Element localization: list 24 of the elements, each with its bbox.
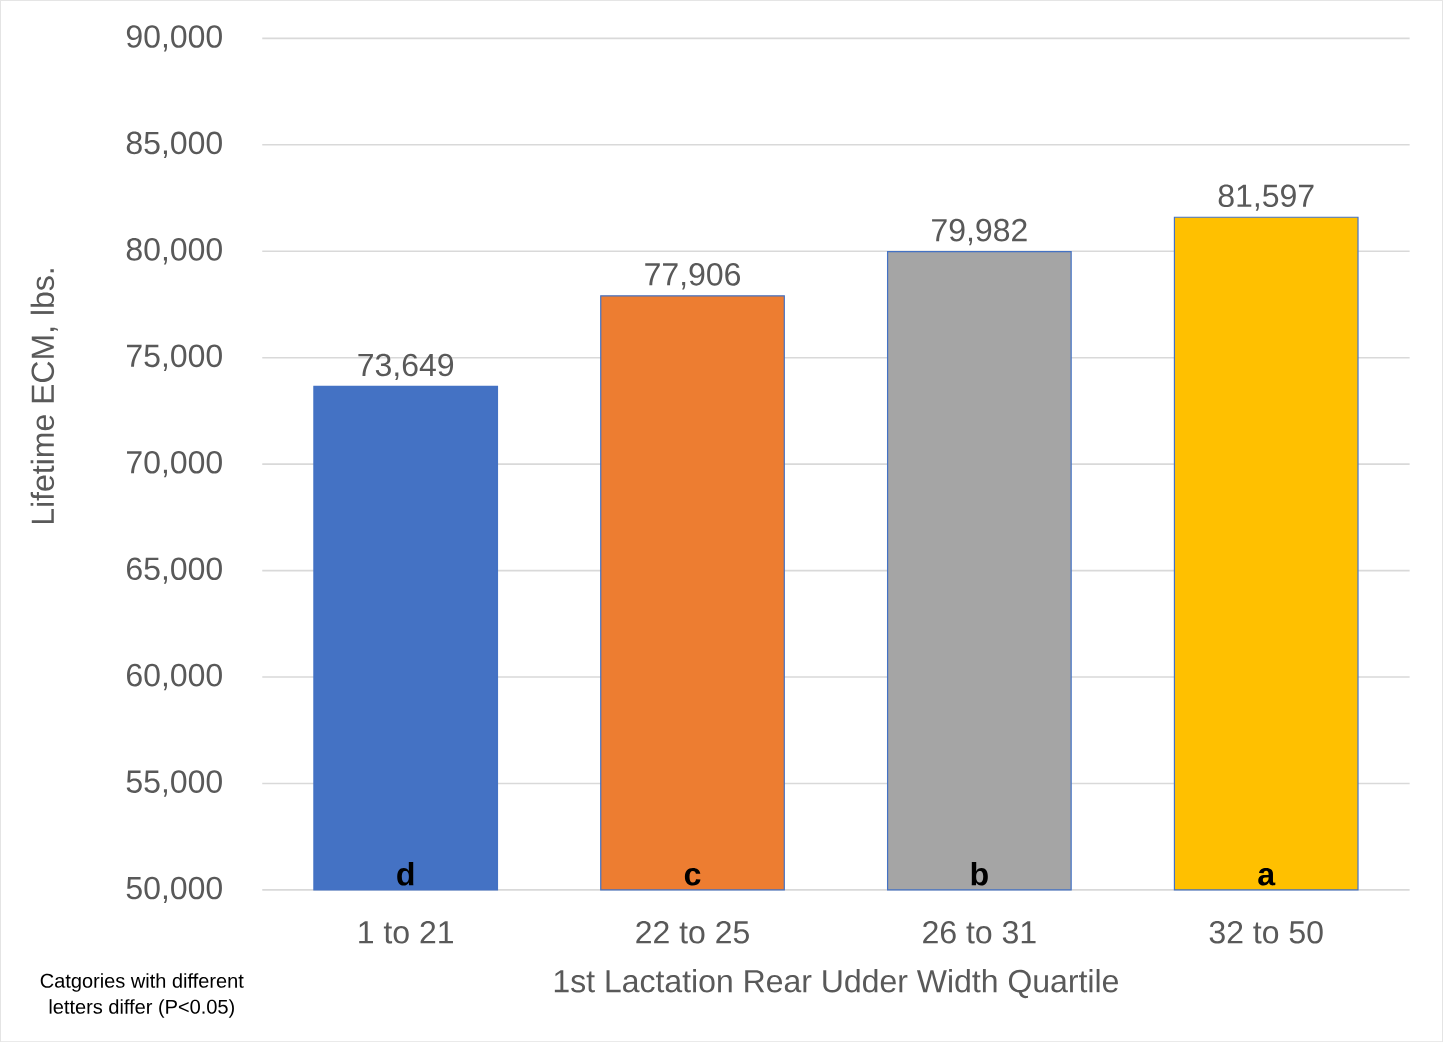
- annotation: b: [971, 861, 988, 886]
- y-tick-label: 70,000: [127, 450, 222, 478]
- y-tick-label: 85,000: [126, 131, 222, 158]
- x-tick-label: 32 to 50: [1209, 920, 1323, 944]
- annotation: d: [397, 861, 414, 886]
- annotation: a: [1258, 867, 1276, 886]
- y-tick-label: 80,000: [126, 237, 222, 265]
- x-axis-title: 1st Lactation Rear Udder Width Quartile: [554, 968, 1118, 999]
- data-label: 73,649: [358, 353, 454, 380]
- x-tick-label: 22 to 25: [636, 920, 749, 944]
- y-tick-label: 50,000: [126, 876, 222, 903]
- annotation: c: [684, 867, 701, 886]
- y-tick-label: 75,000: [127, 344, 222, 371]
- x-tick-label: 1 to 21: [359, 920, 453, 944]
- data-label: 77,906: [645, 262, 740, 290]
- data-label: 81,597: [1218, 184, 1314, 211]
- y-tick-label: 65,000: [127, 557, 222, 584]
- text: Catgories with different letters differ (P<0.05): [40, 973, 244, 1018]
- data-label: 79,982: [932, 218, 1027, 246]
- y-axis-title: Lifetime ECM, lbs.: [30, 269, 58, 524]
- y-tick-label: 60,000: [127, 663, 222, 691]
- y-tick-label: 90,000: [126, 25, 222, 52]
- y-tick-label: 55,000: [126, 770, 222, 797]
- x-tick-label: 26 to 31: [923, 920, 1036, 944]
